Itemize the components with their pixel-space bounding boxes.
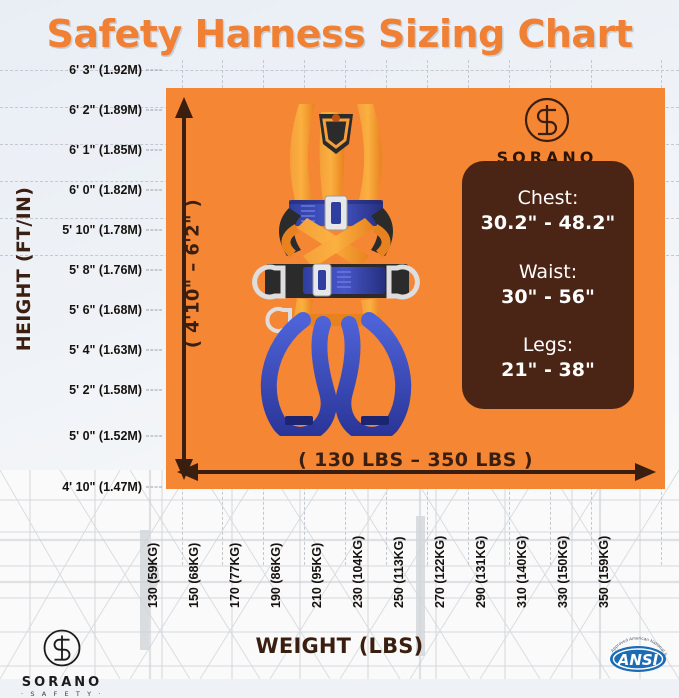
x-tick-label: 170 (77KG) — [228, 542, 242, 608]
y-tick-label: 5' 10" (1.78M) — [62, 223, 142, 237]
measurements-card: Chest: 30.2" - 48.2" Waist: 30" - 56" Le… — [462, 161, 634, 409]
y-tick-dash — [146, 229, 162, 231]
scaffolding-background-image — [0, 470, 679, 679]
y-tick-dash — [146, 435, 162, 437]
y-tick-dash — [146, 149, 162, 151]
y-tick-dash — [146, 69, 162, 71]
safety-harness-image — [252, 104, 420, 436]
weight-range-label: ( 130 LBS – 350 LBS ) — [298, 449, 533, 471]
spec-legs: Legs: 21" - 38" — [501, 334, 595, 382]
x-tick-label: 270 (122KG) — [433, 535, 447, 608]
footer-brand-logo: SORANO · S A F E T Y · — [6, 628, 118, 698]
y-tick-label: 5' 6" (1.68M) — [69, 303, 142, 317]
y-tick-dash — [146, 349, 162, 351]
ansi-certification-badge: Approved American National Standard ANSI — [603, 626, 668, 672]
y-tick-dash — [146, 389, 162, 391]
sorano-logo-icon — [43, 629, 81, 667]
y-tick-label: 6' 0" (1.82M) — [69, 183, 142, 197]
x-tick-label: 310 (140KG) — [515, 535, 529, 608]
x-tick-label: 350 (159KG) — [597, 535, 611, 608]
x-tick-label: 150 (68KG) — [187, 542, 201, 608]
page-title: Safety Harness Sizing Chart — [46, 12, 633, 56]
gridline-horizontal — [0, 70, 679, 71]
sorano-logo-icon — [524, 97, 570, 143]
spec-waist-label: Waist: — [518, 260, 578, 283]
y-tick-label: 6' 3" (1.92M) — [69, 63, 142, 77]
y-tick-label: 4' 10" (1.47M) — [62, 480, 142, 494]
spec-chest-value: 30.2" - 48.2" — [480, 212, 616, 235]
y-tick-dash — [146, 269, 162, 271]
y-tick-dash — [146, 309, 162, 311]
x-tick-label: 230 (104KG) — [351, 535, 365, 608]
spec-waist-value: 30" - 56" — [501, 285, 595, 308]
x-tick-label: 190 (86KG) — [269, 542, 283, 608]
x-axis-tick-labels: 130 (59KG) 150 (68KG) 170 (77KG) 190 (86… — [146, 535, 611, 608]
y-tick-label: 5' 0" (1.52M) — [69, 429, 142, 443]
y-tick-label: 5' 8" (1.76M) — [69, 263, 142, 277]
y-tick-label: 6' 1" (1.85M) — [69, 143, 142, 157]
spec-waist: Waist: 30" - 56" — [501, 261, 595, 309]
x-axis-title: WEIGHT (LBS) — [255, 634, 424, 658]
y-tick-label: 6' 2" (1.89M) — [69, 103, 142, 117]
x-tick-label: 130 (59KG) — [146, 542, 160, 608]
x-tick-label: 210 (95KG) — [310, 542, 324, 608]
footer-brand-tagline: · S A F E T Y · — [21, 690, 103, 698]
y-tick-dash — [146, 189, 162, 191]
spec-legs-label: Legs: — [522, 334, 574, 357]
x-tick-label: 290 (131KG) — [474, 535, 488, 608]
harness-fit-range-panel: ( 4'10" – 6'2" ) ( 130 LBS – 350 LBS ) — [166, 88, 665, 489]
y-tick-dash — [146, 486, 162, 488]
spec-chest-label: Chest: — [517, 187, 579, 210]
x-tick-label: 330 (150KG) — [556, 535, 570, 608]
weight-range-arrow — [177, 463, 656, 481]
y-tick-label: 5' 4" (1.63M) — [69, 343, 142, 357]
y-tick-label: 5' 2" (1.58M) — [69, 383, 142, 397]
y-axis-tick-labels: 6' 3" (1.92M) 6' 2" (1.89M) 6' 1" (1.85M… — [0, 0, 166, 679]
footer-brand-name: SORANO — [21, 675, 103, 690]
x-tick-label: 250 (113KG) — [392, 536, 406, 608]
spec-legs-value: 21" - 38" — [501, 358, 595, 381]
spec-chest: Chest: 30.2" - 48.2" — [481, 187, 616, 235]
ansi-label: ANSI — [617, 651, 659, 669]
y-tick-dash — [146, 109, 162, 111]
